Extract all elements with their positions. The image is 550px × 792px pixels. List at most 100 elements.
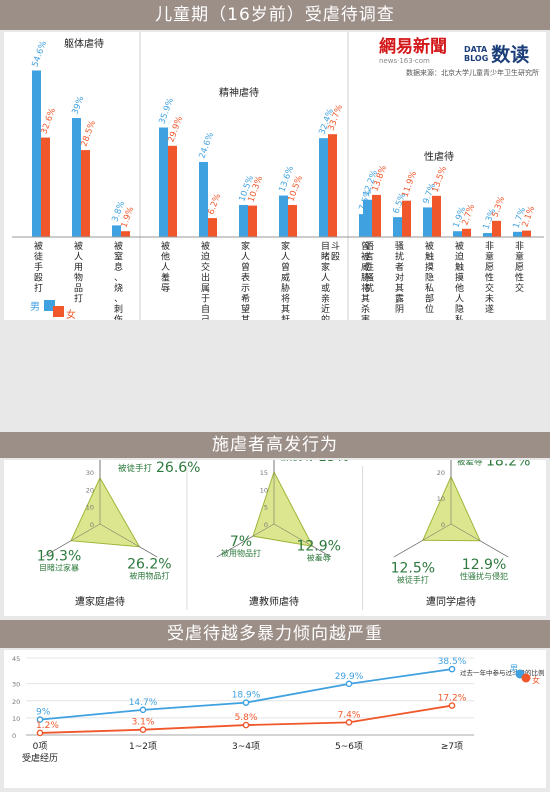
bar-value-male: 39% <box>70 95 86 116</box>
bar-male <box>159 127 168 237</box>
line-tick-label: 10 <box>12 715 20 723</box>
radar-tick-label: 15 <box>260 469 268 477</box>
radar-axis-label: 被用物品打 <box>129 571 169 581</box>
bar-male <box>363 199 372 237</box>
bar-male <box>393 217 402 237</box>
line-category-label: ≥7项 <box>441 741 463 752</box>
line-point-label: 7.4% <box>338 710 361 720</box>
radar-title: 遭同学虐待 <box>426 595 476 608</box>
line-point-label: 1.2% <box>36 721 59 731</box>
line-point <box>139 706 147 714</box>
bar-category-label: 骚扰者对其露阴 <box>395 241 404 315</box>
datablog-data: DATA <box>464 44 488 54</box>
banner-section1: 儿童期（16岁前）受虐待调查 <box>0 0 550 30</box>
bar-male <box>279 195 288 237</box>
bar-value-female: 11.9% <box>400 170 419 199</box>
bar-female <box>432 195 441 237</box>
line-point-label: 17.2% <box>438 694 467 704</box>
radar-area <box>252 470 314 548</box>
line-category-label: 0项 <box>33 741 48 752</box>
bar-female <box>121 231 130 237</box>
bar-male <box>513 231 522 237</box>
radar-value-label: 18.2% <box>486 460 530 470</box>
line-annotation: 过去一年中参与过斗殴的比例 <box>460 668 545 677</box>
line-legend-female-label: 女 <box>532 675 540 685</box>
section2-title: 施虐者高发行为 <box>212 435 338 455</box>
radar-tick-label: 20 <box>437 469 445 477</box>
bar-female <box>81 150 90 237</box>
radar-axis-label: 被徒手打 <box>118 463 153 474</box>
abuse-bar-panel: 躯体虐待 54.6% 32.6% 被徒手殴打 39% 28.5% 被人用物品打 3.8% 1.9… <box>4 32 546 389</box>
netease-url: news·163·com <box>379 57 430 65</box>
banner-section3: 受虐待越多暴力倾向越严重 <box>0 620 550 648</box>
bar-female <box>208 218 217 237</box>
radar-axis-label: 被徒手打 <box>280 460 315 463</box>
radar-title: 遭教师虐待 <box>249 595 299 608</box>
bar-value-female: 32.6% <box>39 107 58 136</box>
bar-value-female: 2.7% <box>460 203 477 227</box>
radar-value-label: 26.2% <box>127 557 171 573</box>
bar-female <box>41 137 50 237</box>
radar-panel: 30 20 10 0 被徒手打 26.6% 26.2% 被用物品打 19.3% 目睹过家暴 遭家庭虐… <box>4 449 546 616</box>
radar-area <box>422 475 481 542</box>
radar-value-label: 12.9% <box>462 557 506 573</box>
radar-tick-label: 0 <box>90 521 94 529</box>
radar-axis-label: 被用物品打 <box>221 548 261 558</box>
radar-area <box>70 476 141 548</box>
line-category-label: 3~4项 <box>232 741 260 752</box>
radar-tick-label: 20 <box>86 486 94 494</box>
line-legend-male-label: 男 <box>510 664 518 673</box>
radar-value-label: 12.9% <box>296 538 340 554</box>
bar-value-female: 13.5% <box>430 165 449 194</box>
bar-female <box>372 194 381 237</box>
bar-category-label: 被他人羞辱 <box>161 240 170 294</box>
legend-male-label: 男 <box>30 301 40 313</box>
radar-tick-label: 30 <box>86 469 94 477</box>
bar-category-label: 语言性骚扰 <box>365 241 374 294</box>
bar-female <box>492 220 501 237</box>
bar-female <box>522 230 531 237</box>
line-point-label: 3.1% <box>132 718 155 728</box>
radar-chart: 30 20 10 0 被徒手打 26.6% 26.2%被用物品打 19.3%目睹过家暴遭家庭虐… <box>37 458 200 608</box>
line-tick-label: 45 <box>12 655 20 663</box>
bar-category-label: 被窒息、烧、刺伤 <box>114 240 123 320</box>
radar-value-label: 15% <box>318 460 349 465</box>
bar-value-female: 6.2% <box>206 192 223 216</box>
bar-category-label: 非意愿性交未遂 <box>485 240 494 315</box>
bar-male <box>239 204 248 237</box>
radar-value-label: 26.6% <box>156 460 200 476</box>
radar-axis-overlay <box>450 523 509 558</box>
line-point <box>345 719 353 726</box>
line-point <box>139 726 147 733</box>
radar-axis-overlay <box>393 523 452 558</box>
data-source: 数据来源：北京大学儿童青少年卫生研究所 <box>406 69 539 77</box>
netease-logo-text: 網易新聞 <box>379 37 447 57</box>
datablog-logo: DATA BLOG 数读 <box>464 40 529 67</box>
bar-group-title: 性虐待 <box>424 150 454 163</box>
line-point-label: 14.7% <box>129 698 158 708</box>
bar-female <box>288 204 297 237</box>
radar-axis-overlay <box>273 523 332 558</box>
bar-category-label: 被触摸隐私部位 <box>425 240 434 315</box>
legend-male-swatch <box>44 300 55 311</box>
datablog-cn: 数读 <box>491 44 530 66</box>
radar-axis-overlay <box>216 523 275 558</box>
line-panel: 45 30 20 10 0 0项 1~2项 3~4项 5~6项 ≥7项 受虐经历 9% 14.7% 18.… <box>4 650 546 788</box>
radar-tick-label: 0 <box>441 521 445 529</box>
line-point <box>36 729 44 737</box>
bar-male <box>319 138 328 237</box>
bar-category-label: 被迫触摸他人隐私部位 <box>455 240 464 320</box>
radar-tick-label: 10 <box>86 504 94 512</box>
bar-male <box>423 207 432 237</box>
radar-value-label: 12.5% <box>391 560 435 576</box>
radar-tick-label: 10 <box>437 495 445 503</box>
radar-value-label: 7% <box>230 534 252 550</box>
line-point-label: 18.9% <box>232 691 261 701</box>
line-point-label: 38.5% <box>438 657 467 667</box>
radar-tick-label: 5 <box>264 504 268 512</box>
banner-section2: 施虐者高发行为 <box>0 432 550 458</box>
section1-title: 儿童期（16岁前）受虐待调查 <box>155 5 395 25</box>
radar-tick-label: 0 <box>264 521 268 529</box>
radar-tick-label: 10 <box>260 486 268 494</box>
